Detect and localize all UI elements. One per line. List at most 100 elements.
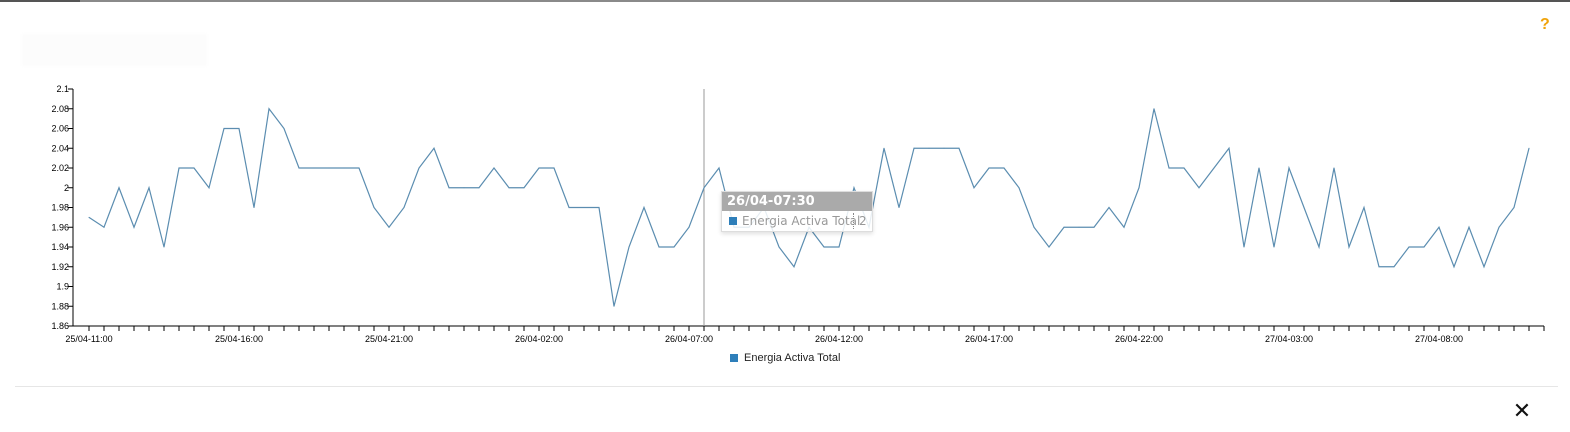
data-point [253,207,255,208]
data-points [88,108,1530,307]
data-point [1258,167,1260,169]
data-point [958,147,960,149]
y-tick-label: 2.02 [51,163,69,173]
y-tick-label: 2.06 [51,124,69,134]
data-point [703,187,705,189]
legend-item[interactable]: Energia Activa Total [730,351,840,365]
data-point [943,147,945,149]
data-point [598,207,600,208]
top-border [0,0,1570,2]
data-point [1303,207,1305,208]
data-point [433,147,435,149]
data-point [613,305,615,307]
data-point [1288,167,1290,169]
data-point [1108,207,1110,208]
data-point [778,246,780,248]
data-point [328,167,330,169]
tooltip-value: 2 [859,214,867,228]
data-point [268,108,270,110]
data-point [583,207,585,208]
tooltip-series-name: Energia Activa Total [742,214,861,228]
data-point [973,187,975,189]
data-point [553,167,555,169]
data-point [1093,226,1095,228]
x-tick-label: 26/04-17:00 [965,334,1013,344]
data-point [1333,167,1335,169]
data-point [1198,187,1200,189]
data-point [193,167,195,169]
y-tick-label: 1.98 [51,203,69,213]
data-point [1453,266,1455,268]
blurred-title [22,34,207,66]
tooltip-divider [853,213,854,229]
data-point [1033,226,1035,228]
data-point [913,147,915,149]
data-point [358,167,360,169]
data-point [1498,226,1500,228]
data-point [478,187,480,189]
data-point [1423,246,1425,248]
y-tick-label: 1.88 [51,301,69,311]
x-tick-label: 26/04-12:00 [815,334,863,344]
data-point [853,187,855,189]
data-point [1123,226,1125,228]
data-point [538,167,540,169]
x-tick-label: 27/04-03:00 [1265,334,1313,344]
data-point [463,187,465,189]
data-point [1318,246,1320,248]
x-tick-label: 27/04-08:00 [1415,334,1463,344]
data-point [1228,147,1230,149]
data-point [238,128,240,129]
data-point [688,226,690,228]
data-point [1018,187,1020,189]
data-point [283,128,285,129]
data-point [658,246,660,248]
data-point [88,216,90,218]
data-point [673,246,675,248]
data-point [898,207,900,208]
data-point [1078,226,1080,228]
y-tick-label: 1.92 [51,262,69,272]
data-point [1063,226,1065,228]
close-icon[interactable]: ✕ [1512,398,1532,423]
y-tick-label: 1.86 [51,321,69,331]
data-point [1378,266,1380,268]
data-point [373,207,375,208]
legend-label: Energia Activa Total [744,352,841,364]
y-axis: 2.1 2.08 2.06 2.04 2.02 2 1.98 1.96 1.94 1.92 1.9 1… [51,84,74,331]
help-icon[interactable]: ? [1540,16,1550,33]
y-tick-label: 1.9 [56,282,69,292]
data-point [1003,167,1005,169]
data-point [823,246,825,248]
data-point [298,167,300,169]
data-point [508,187,510,189]
tooltip: 26/04-07:30 Energia Activa Total 2 [721,191,873,232]
data-point [1513,207,1515,208]
y-tick-label: 2.04 [51,143,69,153]
x-tick-label: 26/04-07:00 [665,334,713,344]
tooltip-swatch-icon [729,217,737,225]
data-point [718,167,720,169]
x-tick-label: 25/04-16:00 [215,334,263,344]
y-tick-label: 1.94 [51,242,69,252]
data-point [838,246,840,248]
y-tick-label: 2.1 [56,84,69,94]
x-tick-label: 25/04-21:00 [365,334,413,344]
data-point [208,187,210,189]
data-point [418,167,420,169]
data-point [1528,147,1530,149]
data-point [523,187,525,189]
data-point [1273,246,1275,248]
tooltip-title: 26/04-07:30 [722,192,872,211]
data-point [1153,108,1155,110]
data-point [1213,167,1215,169]
y-tick-label: 1.96 [51,222,69,232]
data-point [343,167,345,169]
data-point [1363,207,1365,208]
line-chart: 2.1 2.08 2.06 2.04 2.02 2 1.98 1.96 1.94 1.92 1.9 1… [51,84,1545,344]
footer-divider [15,386,1558,387]
data-point [1438,226,1440,228]
data-point [1183,167,1185,169]
data-point [1348,246,1350,248]
data-point [1243,246,1245,248]
